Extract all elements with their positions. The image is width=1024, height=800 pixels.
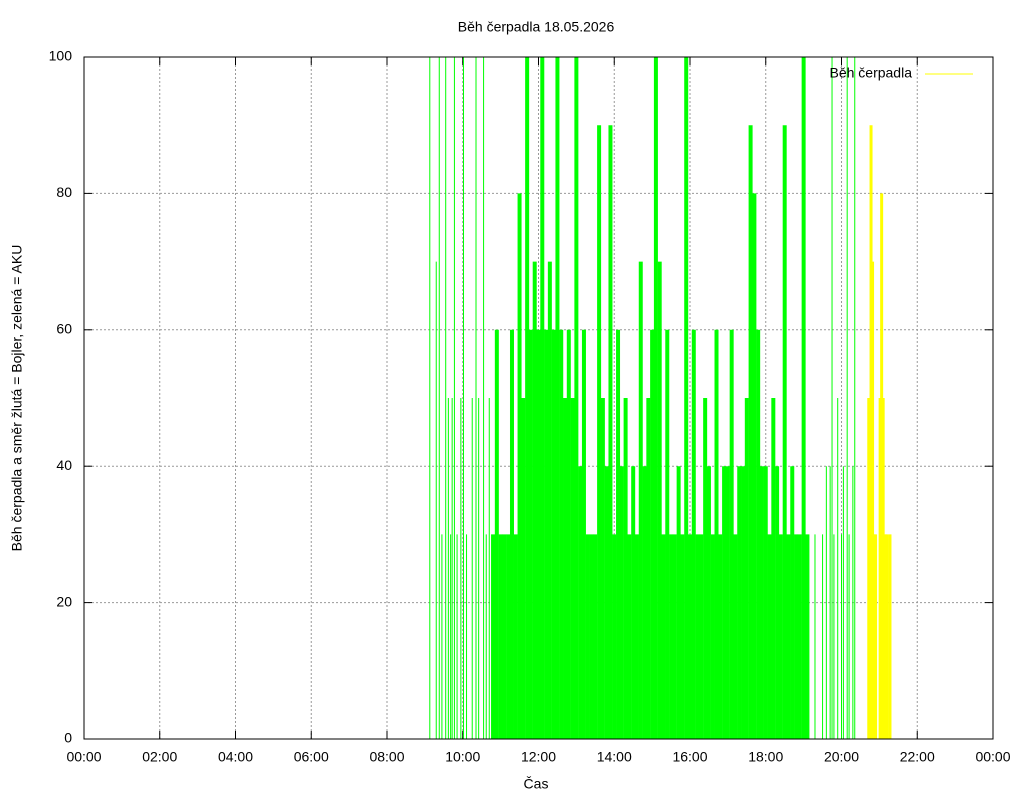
y-axis-label: Běh čerpadla a směr žlutá = Bojler, zele… (9, 245, 25, 552)
chart-title: Běh čerpadla 18.05.2026 (458, 19, 615, 35)
x-tick-label: 10:00 (445, 749, 480, 765)
y-tick-label: 60 (56, 321, 72, 337)
x-tick-label: 06:00 (294, 749, 329, 765)
x-tick-label: 00:00 (975, 749, 1010, 765)
y-tick-label: 0 (64, 730, 72, 746)
y-tick-label: 20 (56, 593, 72, 609)
x-tick-label: 08:00 (369, 749, 404, 765)
x-tick-label: 20:00 (824, 749, 859, 765)
x-axis-label: Čas (524, 776, 549, 792)
x-tick-label: 04:00 (218, 749, 253, 765)
x-tick-label: 02:00 (142, 749, 177, 765)
x-tick-label: 18:00 (748, 749, 783, 765)
x-tick-label: 22:00 (900, 749, 935, 765)
x-tick-label: 12:00 (521, 749, 556, 765)
y-tick-label: 40 (56, 457, 72, 473)
plot-border (83, 56, 994, 740)
x-tick-label: 16:00 (672, 749, 707, 765)
x-tick-label: 14:00 (597, 749, 632, 765)
legend-label: Běh čerpadla (829, 65, 912, 81)
y-tick-label: 100 (49, 48, 73, 64)
y-tick-label: 80 (56, 184, 72, 200)
x-tick-label: 00:00 (66, 749, 101, 765)
